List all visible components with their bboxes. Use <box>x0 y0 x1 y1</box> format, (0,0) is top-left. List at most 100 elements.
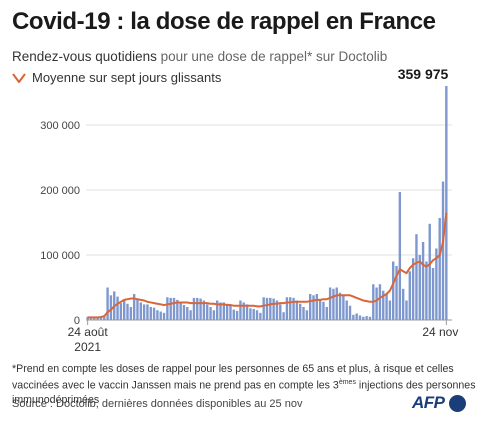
bar <box>116 296 119 320</box>
bar <box>421 242 425 320</box>
bar <box>215 300 219 320</box>
bar <box>232 309 235 320</box>
bar <box>229 304 232 320</box>
bar <box>159 311 162 320</box>
bar <box>275 300 279 320</box>
bar <box>272 298 275 320</box>
bar <box>388 300 392 320</box>
y-tick-label: 200 000 <box>40 185 80 197</box>
chart-subtitle: Rendez-vous quotidiens pour une dose de … <box>12 49 387 64</box>
bar <box>441 181 445 320</box>
subtitle-lead: Rendez-vous quotidiens <box>12 49 157 64</box>
footnote-text-2: injections des personnes immunodéprimées <box>12 379 476 406</box>
bar <box>328 287 332 320</box>
bar <box>259 312 262 320</box>
bar <box>325 307 328 320</box>
bar <box>146 304 149 320</box>
bar <box>239 300 242 320</box>
bar <box>382 290 385 320</box>
bar <box>408 271 412 320</box>
bar <box>269 297 272 320</box>
bar <box>206 304 209 320</box>
bar <box>142 304 146 320</box>
y-tick-label: 0 <box>74 315 80 327</box>
bar <box>103 316 106 320</box>
bar <box>295 300 299 320</box>
bar <box>162 312 166 320</box>
bar-layer <box>86 86 448 320</box>
subtitle-rest: pour une dose de rappel* sur Doctolib <box>156 49 388 64</box>
bar <box>126 303 129 320</box>
footnote-text-1: *Prend en compte les doses de rappel pou… <box>12 363 454 392</box>
bar <box>242 302 245 320</box>
bar <box>285 297 289 320</box>
bar <box>445 86 448 320</box>
bar <box>222 302 226 320</box>
bar <box>129 307 133 320</box>
bar <box>132 294 136 320</box>
bar <box>106 287 109 320</box>
source-line: Source : Doctolib, dernières données dis… <box>12 398 303 410</box>
x-tick-label-year: 2021 <box>74 340 101 354</box>
bar <box>438 217 441 320</box>
bar <box>176 299 179 320</box>
bar <box>249 308 252 320</box>
bar <box>136 299 139 320</box>
afp-logo-text: AFP <box>412 393 445 412</box>
y-tick-label: 300 000 <box>40 120 80 132</box>
bar <box>139 302 142 320</box>
bar <box>405 300 408 320</box>
bar <box>395 266 398 320</box>
bar <box>392 261 395 320</box>
bar <box>338 292 342 320</box>
bar <box>252 308 255 320</box>
bar <box>219 302 222 320</box>
bar <box>358 315 362 320</box>
bar <box>186 307 189 320</box>
bar <box>435 248 438 320</box>
bar <box>119 303 123 320</box>
bar <box>312 295 315 320</box>
bar <box>322 301 325 320</box>
bar <box>179 303 182 320</box>
bar <box>225 303 229 320</box>
bar <box>292 297 295 320</box>
bar <box>411 258 415 320</box>
bar <box>209 307 212 320</box>
bar <box>99 316 103 320</box>
bar <box>401 288 405 320</box>
bar <box>192 297 196 320</box>
bar <box>332 288 335 320</box>
legend-label: Moyenne sur sept jours glissants <box>32 70 222 85</box>
bar <box>398 191 402 320</box>
afp-logo-dot <box>448 394 466 412</box>
bar <box>431 268 435 320</box>
chart-legend: Moyenne sur sept jours glissants <box>12 70 221 85</box>
bar <box>169 297 172 320</box>
average-line <box>87 212 448 319</box>
bar <box>348 305 352 320</box>
bar <box>122 300 126 320</box>
bar <box>299 303 302 320</box>
bar <box>166 297 169 320</box>
bar <box>342 295 345 320</box>
line-layer <box>87 212 448 319</box>
bar <box>362 316 365 320</box>
bar <box>245 304 249 320</box>
bar <box>308 294 312 320</box>
bar <box>425 261 428 320</box>
bar <box>289 297 292 320</box>
bar <box>109 295 113 320</box>
afp-logo: AFP <box>412 393 466 413</box>
x-tick-label-start: 24 août <box>68 325 109 339</box>
bar <box>149 307 152 320</box>
bar <box>378 284 382 320</box>
bar <box>202 300 206 320</box>
footnote-sup: èmes <box>338 379 356 386</box>
footnote: *Prend en compte les doses de rappel pou… <box>12 362 478 407</box>
bar <box>428 223 431 320</box>
bar <box>172 297 176 320</box>
average-line-swatch <box>12 72 26 83</box>
